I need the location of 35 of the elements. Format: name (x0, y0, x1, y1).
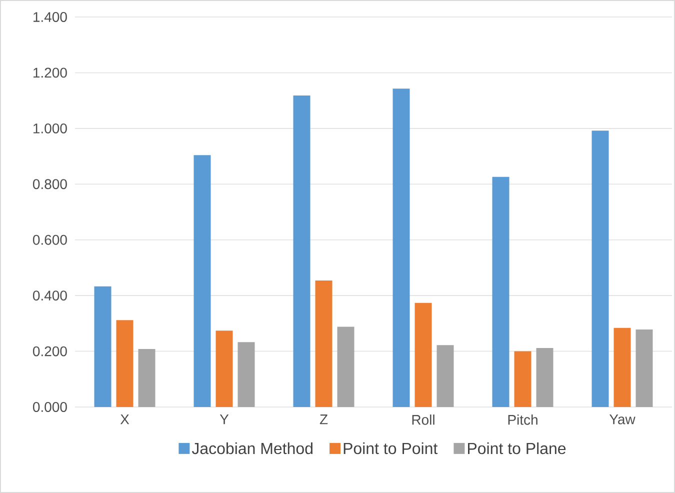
y-tick-label: 0.000 (32, 402, 67, 412)
y-tick-label: 0.400 (32, 290, 67, 301)
bar (414, 302, 432, 407)
bar (514, 351, 532, 407)
bar (116, 320, 134, 407)
bar (238, 342, 255, 407)
x-tick-label: Roll (412, 414, 434, 425)
x-tick-label: Y (220, 414, 229, 424)
y-tick-label: 1.400 (34, 12, 67, 22)
bar (293, 96, 310, 407)
y-tick-label: 0.600 (32, 234, 67, 245)
y-tick-label: 1.000 (34, 123, 67, 134)
legend-label: Jacobian Method (192, 442, 312, 454)
bar (315, 280, 332, 407)
y-tick-label: 0.800 (32, 179, 67, 190)
x-tick-label: Z (320, 414, 328, 424)
x-tick-label: Pitch (508, 414, 538, 425)
bar (392, 88, 410, 407)
bar (436, 345, 454, 407)
bar (337, 326, 354, 407)
y-tick-label: 0.200 (32, 346, 67, 356)
legend-label: Point to Plane (468, 442, 566, 454)
bar (492, 176, 510, 407)
y-tick-label: 1.200 (34, 68, 67, 78)
bar (536, 348, 554, 407)
bar (94, 286, 112, 407)
bar (138, 349, 156, 407)
bar (614, 328, 631, 407)
bar (216, 330, 233, 407)
bar (194, 155, 211, 407)
legend-label: Point to Point (344, 442, 438, 454)
bar (592, 130, 609, 407)
x-tick-label: X (120, 414, 130, 424)
x-tick-label: Yaw (609, 414, 636, 424)
bar (636, 330, 653, 407)
